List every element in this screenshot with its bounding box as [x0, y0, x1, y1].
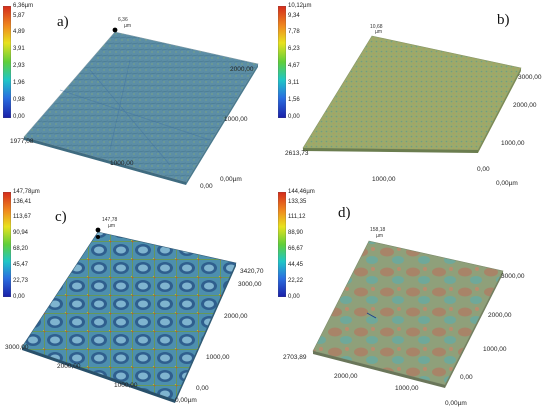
panel-c: 147,78µm 136,41 113,67 90,94 68,20 45,47…: [0, 189, 275, 410]
panel-letter: a): [57, 14, 69, 30]
axis-label: 3000,00: [238, 281, 262, 288]
surface-plot-c: [21, 227, 237, 403]
colorbar-tick: 1,56: [288, 97, 300, 103]
axis-label: 0,00: [200, 183, 213, 190]
colorbar-tick: 0,98: [13, 97, 25, 103]
axis-label: 3000,00: [518, 74, 542, 81]
colorbar-c: [3, 192, 11, 297]
colorbar-tick: 66,67: [288, 246, 304, 252]
colorbar-tick: 1,96: [13, 80, 25, 86]
axis-label: 0,00µm: [445, 400, 467, 407]
colorbar-tick: 88,90: [288, 230, 304, 236]
axis-label: 2613,73: [285, 150, 309, 157]
axis-label: 1000,00: [224, 116, 248, 123]
panel-letter: c): [55, 209, 67, 225]
colorbar-tick: 9,34: [288, 13, 300, 19]
colorbar-tick: 2,93: [13, 63, 25, 69]
axis-label: 1000,00: [395, 385, 419, 392]
peak-label: 10,68: [370, 24, 383, 30]
peak-unit: µm: [124, 23, 132, 29]
axis-label: 3000,00: [501, 273, 525, 280]
colorbar-tick: 4,67: [288, 63, 300, 69]
axis-label: 0,00: [196, 385, 209, 392]
peak-label: 147,78: [102, 217, 118, 223]
colorbar-tick: 111,12: [288, 214, 306, 220]
axis-label: 2703,89: [283, 354, 307, 361]
peak-unit: µm: [376, 233, 384, 239]
colorbar-tick: 0,00: [13, 294, 25, 300]
axis-label: 0,00µm: [220, 176, 242, 183]
colorbar-tick: 3,91: [13, 46, 25, 52]
colorbar-tick: 7,78: [288, 29, 300, 35]
panel-letter: b): [497, 12, 510, 28]
colorbar-tick: 147,78µm: [13, 189, 40, 195]
colorbar-tick: 22,22: [288, 278, 304, 284]
peak-unit: µm: [108, 223, 116, 229]
colorbar-tick: 3,11: [288, 80, 300, 86]
panel-a: 6,36µm 5,87 4,89 3,91 2,93 1,96 0,98 0,0…: [0, 0, 275, 205]
colorbar-tick: 136,41: [13, 199, 32, 205]
axis-label: 3420,70: [240, 268, 264, 275]
axis-label: 2000,00: [513, 102, 537, 109]
colorbar-tick: 90,94: [13, 230, 29, 236]
axis-label: 0,00: [460, 374, 473, 381]
colorbar-tick: 68,20: [13, 246, 29, 252]
colorbar-a: [3, 6, 11, 118]
axis-label: 3000,00: [5, 344, 29, 351]
colorbar-tick: 133,35: [288, 199, 307, 205]
axis-label: 1000,00: [114, 382, 138, 389]
axis-label: 1000,00: [372, 176, 396, 183]
axis-label: 1000,00: [206, 354, 230, 361]
axis-label: 0,00µm: [496, 180, 518, 187]
peak-label: 6,36: [118, 17, 128, 23]
axis-label: 2000,00: [488, 312, 512, 319]
colorbar-tick: 6,23: [288, 46, 300, 52]
axis-label: 0,00: [477, 166, 490, 173]
surface-plot-a: [23, 27, 259, 185]
colorbar-tick: 0,00: [288, 114, 300, 120]
axis-label: 1000,00: [501, 140, 525, 147]
axis-label: 2000,00: [57, 363, 81, 370]
axis-label: 2000,00: [230, 66, 254, 73]
colorbar-tick: 0,00: [288, 294, 300, 300]
colorbar-b: [278, 6, 286, 118]
panel-d: 144,46µm 133,35 111,12 88,90 66,67 44,45…: [275, 189, 550, 410]
colorbar-tick: 44,45: [288, 262, 304, 268]
colorbar-tick: 5,87: [13, 13, 25, 19]
colorbar-tick: 22,73: [13, 278, 29, 284]
surface-plot-d: [312, 240, 504, 388]
axis-label: 2000,00: [334, 373, 358, 380]
surface-plot-b: [302, 35, 522, 153]
panel-letter: d): [338, 205, 351, 221]
peak-label: 158,18: [370, 227, 386, 233]
colorbar-tick: 144,46µm: [288, 189, 315, 195]
peak-unit: µm: [375, 29, 383, 35]
colorbar-tick: 4,89: [13, 29, 25, 35]
colorbar-tick: 0,00: [13, 114, 25, 120]
panel-b: 10,12µm 9,34 7,78 6,23 4,67 3,11 1,56 0,…: [275, 0, 550, 205]
axis-label: 1000,00: [110, 160, 134, 167]
axis-label: 0,00µm: [175, 397, 197, 404]
axis-label: 1977,08: [10, 138, 34, 145]
axis-label: 2000,00: [224, 313, 248, 320]
colorbar-tick: 6,36µm: [13, 3, 34, 9]
colorbar-tick: 45,47: [13, 262, 29, 268]
colorbar-tick: 10,12µm: [288, 3, 312, 9]
colorbar-d: [278, 192, 286, 297]
colorbar-tick: 113,67: [13, 214, 31, 220]
axis-label: 1000,00: [483, 346, 507, 353]
